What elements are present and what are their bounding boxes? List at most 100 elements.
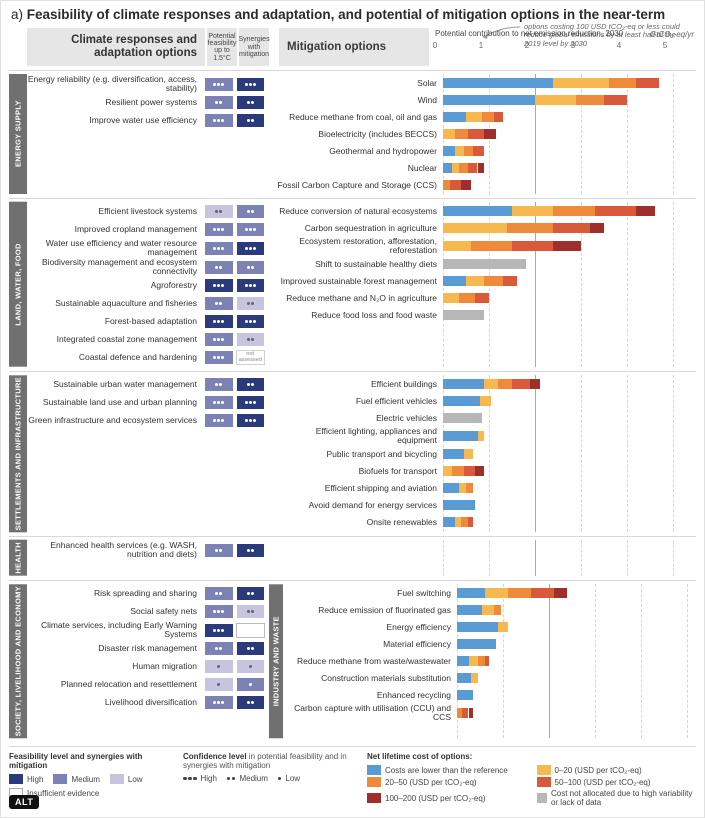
bar-segment — [461, 517, 468, 527]
bar-segment — [459, 293, 475, 303]
bar-segment — [512, 379, 530, 389]
syn-cell — [236, 204, 266, 219]
adapt-label: Human migration — [27, 662, 202, 671]
bar-segment — [531, 588, 554, 598]
adapt-label: Risk spreading and sharing — [27, 589, 202, 598]
mit-label: Material efficiency — [289, 640, 457, 649]
mit-row: Reduce emission of fluorinated gas — [289, 602, 696, 618]
bar — [443, 431, 673, 441]
bar-segment — [462, 708, 469, 718]
syn-cell — [236, 395, 266, 410]
adapt-row: Resilient power systems — [27, 94, 265, 111]
adapt-row: Energy reliability (e.g. diversification… — [27, 75, 265, 93]
adapt-row: Planned relocation and resettlement — [27, 676, 265, 693]
adapt-label: Green infrastructure and ecosystem servi… — [27, 416, 202, 425]
legend-item: 20–50 (USD per tCO₂-eq) — [367, 777, 527, 787]
bar-segment — [590, 223, 604, 233]
syn-cell — [236, 278, 266, 293]
bar — [443, 500, 673, 510]
adapt-label: Coastal defence and hardening — [27, 353, 202, 362]
bar — [443, 483, 673, 493]
adapt-label: Disaster risk management — [27, 644, 202, 653]
bar-segment — [535, 95, 576, 105]
bar-segment — [443, 431, 478, 441]
feas-cell — [204, 95, 234, 110]
adapt-row: Improved cropland management — [27, 221, 265, 238]
feas-cell — [204, 204, 234, 219]
swatch — [367, 777, 381, 787]
bar — [443, 276, 673, 286]
axis-unit: GtCO₂-eq/yr — [650, 30, 694, 39]
bar-segment — [457, 690, 473, 700]
axis-header: Potential contribution to net emission r… — [429, 28, 696, 66]
alt-badge[interactable]: ALT — [9, 795, 39, 809]
mit-label: Ecosystem restoration, afforestation, re… — [275, 237, 443, 255]
bar-segment — [443, 379, 484, 389]
mit-row: Fossil Carbon Capture and Storage (CCS) — [275, 177, 696, 193]
mit-label: Carbon capture with utilisation (CCU) an… — [289, 704, 457, 722]
mit-label: Onsite renewables — [275, 518, 443, 527]
bar-segment — [475, 293, 489, 303]
bar — [457, 588, 687, 598]
category-tab: LAND, WATER, FOOD — [9, 202, 27, 367]
feas-cell — [204, 659, 234, 674]
bar-segment — [498, 622, 507, 632]
mit-row: Carbon sequestration in agriculture — [275, 220, 696, 236]
bar-segment — [443, 241, 471, 251]
mit-label: Construction materials substitution — [289, 674, 457, 683]
adapt-label: Improve water use efficiency — [27, 116, 202, 125]
mit-label: Improved sustainable forest management — [275, 277, 443, 286]
adapt-row: Risk spreading and sharing — [27, 585, 265, 602]
adapt-row: Livelihood diversification — [27, 694, 265, 711]
adapt-label: Forest-based adaptation — [27, 317, 202, 326]
mit-label: Reduce conversion of natural ecosystems — [275, 207, 443, 216]
dots-icon — [227, 777, 236, 781]
syn-cell — [236, 641, 266, 656]
bar-segment — [466, 112, 482, 122]
swatch — [53, 774, 67, 784]
syn-cell — [236, 296, 266, 311]
mit-row: Enhanced recycling — [289, 687, 696, 703]
mit-label: Carbon sequestration in agriculture — [275, 224, 443, 233]
swatch — [367, 765, 381, 775]
bar-segment — [609, 78, 637, 88]
bar-segment — [457, 588, 485, 598]
adapt-label: Improved cropland management — [27, 225, 202, 234]
adapt-label: Sustainable aquaculture and fisheries — [27, 299, 202, 308]
bar — [457, 605, 687, 615]
bar-segment — [464, 449, 473, 459]
feas-cell — [204, 332, 234, 347]
mit-row: Bioelectricity (includes BECCS) — [275, 126, 696, 142]
bar-segment — [471, 241, 512, 251]
bar-segment — [443, 449, 464, 459]
dots-icon — [183, 777, 197, 781]
bar-segment — [484, 129, 496, 139]
legend-item: High — [183, 774, 217, 783]
bar — [443, 223, 673, 233]
title-text: Feasibility of climate responses and ada… — [27, 7, 665, 22]
bar — [457, 673, 687, 683]
category-tab-right: INDUSTRY AND WASTE — [269, 584, 283, 738]
adapt-row: Disaster risk management — [27, 640, 265, 657]
bar-segment — [469, 656, 478, 666]
category-tab: SETTLEMENTS AND INFRASTRUCTURE — [9, 375, 27, 532]
bar-segment — [457, 673, 471, 683]
adapt-row: Coastal defence and hardeningnot assesse… — [27, 349, 265, 366]
mit-row: Energy efficiency — [289, 619, 696, 635]
feas-cell — [204, 241, 234, 256]
feas-cell — [204, 604, 234, 619]
mit-label: Reduce methane from waste/wastewater — [289, 657, 457, 666]
bar-segment — [464, 466, 476, 476]
feas-cell — [204, 314, 234, 329]
mit-label: Enhanced recycling — [289, 691, 457, 700]
adapt-row: Sustainable land use and urban planning — [27, 394, 265, 411]
bar-segment — [443, 259, 526, 269]
legend-item: Cost not allocated due to high variabili… — [537, 789, 697, 807]
adapt-row: Improve water use efficiency — [27, 112, 265, 129]
mit-row: Reduce food loss and food waste — [275, 307, 696, 323]
bar-segment — [512, 241, 553, 251]
mit-row: Reduce methane and N₂O in agriculture — [275, 290, 696, 306]
bar-segment — [443, 500, 475, 510]
section: SOCIETY, LIVELIHOOD AND ECONOMYRisk spre… — [9, 580, 696, 738]
mit-row: Fuel switching — [289, 585, 696, 601]
